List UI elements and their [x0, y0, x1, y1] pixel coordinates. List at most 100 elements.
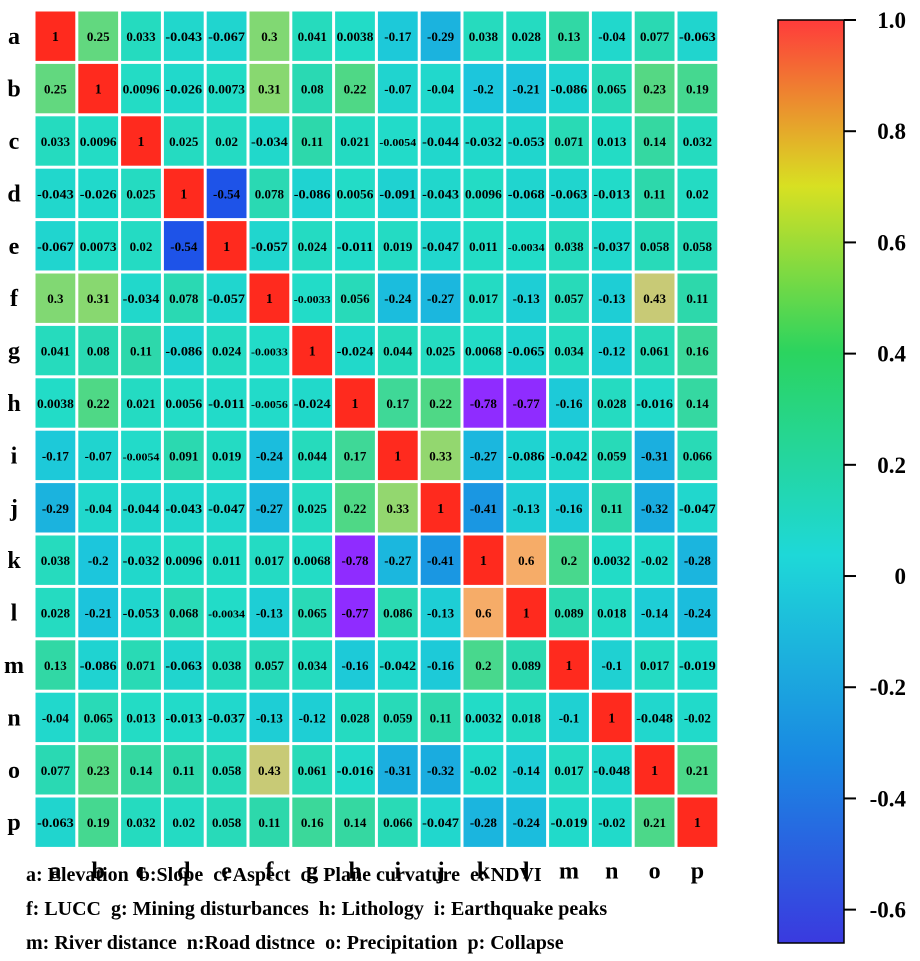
heatmap-cell	[377, 325, 418, 376]
heatmap-cell	[549, 535, 589, 585]
heatmap-cell	[35, 273, 76, 323]
heatmap-cell-label: 1	[523, 607, 530, 622]
heatmap-cell	[463, 483, 504, 533]
heatmap-cell-label: 0.065	[597, 82, 627, 97]
heatmap-cell	[549, 692, 589, 743]
heatmap-cell-label: -0.24	[256, 448, 284, 463]
heatmap-cell	[35, 116, 76, 166]
heatmap-cell-label: 0.14	[130, 763, 153, 778]
heatmap-cell-label: -0.034	[123, 291, 160, 306]
heatmap-cell	[163, 640, 204, 690]
heatmap-cell	[420, 745, 461, 795]
heatmap-cell-label: -0.41	[427, 553, 454, 568]
heatmap-cell-label: 1	[180, 187, 187, 202]
column-label: l	[523, 858, 530, 884]
heatmap-cell	[677, 63, 718, 114]
heatmap-cell	[677, 116, 718, 166]
heatmap-cell	[121, 640, 161, 690]
heatmap-cell-label: -0.13	[598, 291, 626, 306]
legend-line-3: m: River distance n:Road distnce o: Prec…	[26, 932, 564, 954]
row-label: h	[7, 391, 20, 417]
heatmap-cell	[506, 797, 547, 847]
colorbar-tick-label: 0.4	[877, 342, 906, 367]
heatmap-cell	[292, 116, 333, 166]
row-label: p	[7, 810, 20, 836]
heatmap-cell-label: -0.27	[256, 501, 284, 516]
heatmap-cell-label: 0.13	[44, 658, 67, 673]
heatmap-cell-label: -0.21	[513, 82, 540, 97]
heatmap-cell-label: 0.033	[126, 29, 156, 44]
heatmap-cell-label: -0.042	[379, 658, 416, 673]
heatmap-cell-label: 1	[608, 711, 615, 726]
heatmap-cell-label: 0.078	[255, 186, 285, 201]
heatmap-cell-label: 0.038	[554, 239, 584, 254]
heatmap-cell	[634, 797, 675, 847]
heatmap-cell-label: 0.013	[597, 134, 627, 149]
heatmap-cell	[377, 273, 418, 323]
heatmap-cell	[35, 168, 76, 219]
heatmap-cell	[292, 63, 333, 114]
row-label: i	[11, 443, 18, 469]
heatmap-cell-label: -0.057	[251, 239, 288, 254]
heatmap-cell	[591, 640, 632, 690]
heatmap-cell	[163, 535, 204, 585]
heatmap-cell-label: -0.13	[256, 606, 284, 621]
heatmap-cell-label: 0.028	[340, 710, 370, 725]
heatmap-cell	[35, 63, 76, 114]
heatmap-cell	[591, 116, 632, 166]
heatmap-cell-label: -0.29	[42, 501, 70, 516]
heatmap-cell	[78, 63, 119, 114]
heatmap-cell-label: 0.22	[344, 82, 367, 97]
heatmap-cell-label: 0.43	[258, 763, 281, 778]
heatmap-cell-label: 0.058	[683, 239, 713, 254]
heatmap-cell-label: -0.28	[684, 553, 712, 568]
row-label: c	[9, 129, 20, 155]
heatmap-cell-label: 0.021	[126, 396, 155, 411]
heatmap-cell-label: 0.08	[87, 344, 110, 359]
heatmap-cell	[121, 325, 161, 376]
colorbar-gradient	[777, 19, 845, 944]
colorbar-tick-label: 1.0	[877, 8, 906, 33]
heatmap-cell-label: 1	[480, 554, 487, 569]
heatmap-cell	[377, 692, 418, 743]
heatmap-cell-label: 0.071	[554, 134, 583, 149]
heatmap-cell-label: 0.0038	[337, 29, 374, 44]
heatmap-cell	[634, 11, 675, 61]
heatmap-cell	[677, 168, 718, 219]
column-label: e	[221, 858, 232, 884]
heatmap-cell-label: 0.0096	[165, 553, 202, 568]
heatmap-cell	[549, 221, 589, 271]
row-label: b	[7, 77, 20, 103]
heatmap-cell-label: 0.038	[41, 553, 71, 568]
heatmap-cell	[292, 692, 333, 743]
heatmap-cell-label: -0.086	[165, 344, 202, 359]
heatmap-cell	[35, 325, 76, 376]
heatmap-cell	[549, 11, 589, 61]
heatmap-cell	[35, 430, 76, 481]
heatmap-cell	[677, 692, 718, 743]
heatmap-cell	[121, 11, 161, 61]
heatmap-cell	[249, 483, 290, 533]
heatmap-cell-label: 0.0056	[337, 186, 374, 201]
heatmap-cell	[549, 430, 589, 481]
heatmap-cell	[634, 116, 675, 166]
heatmap-cell-label: -0.043	[165, 501, 202, 516]
heatmap-cell-label: -0.16	[555, 501, 583, 516]
row-label: d	[7, 181, 21, 207]
heatmap-cell	[377, 797, 418, 847]
heatmap-cell	[249, 587, 290, 638]
heatmap-cell-label: 0.091	[169, 448, 198, 463]
heatmap-cell-label: 1	[694, 816, 701, 831]
heatmap-cell	[121, 745, 161, 795]
colorbar-tick-label: 0.2	[877, 453, 906, 478]
heatmap-cell-label: -0.02	[598, 815, 625, 830]
heatmap-cell	[206, 535, 247, 585]
heatmap-cell-label: 1	[138, 135, 145, 150]
heatmap-cell	[634, 535, 675, 585]
colorbar-tick-label: -0.2	[870, 675, 906, 700]
heatmap-cell	[35, 221, 76, 271]
heatmap-cell	[420, 116, 461, 166]
heatmap-cell	[206, 273, 247, 323]
heatmap-cell	[677, 483, 718, 533]
heatmap-cell	[206, 116, 247, 166]
